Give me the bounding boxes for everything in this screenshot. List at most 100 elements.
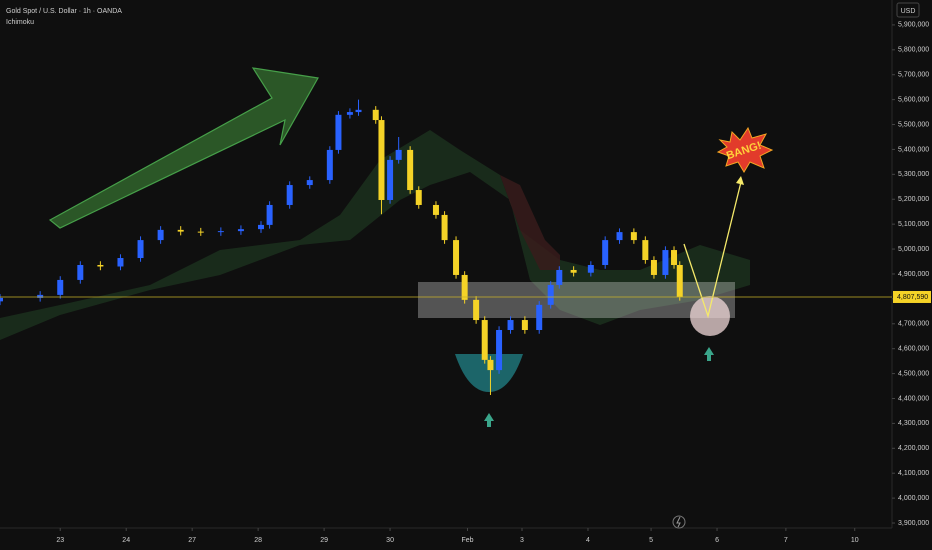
up-arrow (484, 413, 494, 427)
candle-body (602, 240, 609, 265)
candle-body (217, 231, 224, 233)
lightning-icon (672, 515, 686, 529)
candle-body (630, 232, 637, 241)
candle-body (453, 240, 460, 275)
candle-body (306, 180, 313, 186)
y-tick-label: 5,400,000 (898, 146, 929, 153)
y-tick-label: 5,900,000 (898, 22, 929, 29)
indicator-name: Ichimoku (6, 19, 34, 26)
currency: USD (901, 8, 916, 15)
target-circle (690, 296, 730, 336)
candle-body (616, 232, 623, 241)
candle-body (378, 120, 385, 200)
lightning-bolt (676, 516, 681, 528)
y-tick-label: 4,600,000 (898, 346, 929, 353)
candle-body (487, 359, 494, 371)
y-tick-label: 5,800,000 (898, 47, 929, 54)
candle-body (536, 304, 543, 330)
candle-body (473, 299, 480, 321)
candle-body (157, 229, 164, 241)
y-tick-label: 4,100,000 (898, 470, 929, 477)
candle-body (258, 224, 265, 230)
candle-body (395, 149, 402, 160)
y-tick-label: 5,500,000 (898, 121, 929, 128)
ichimoku-cloud (0, 130, 750, 340)
y-tick-label: 4,300,000 (898, 420, 929, 427)
candle-body (441, 214, 448, 241)
candle-body (662, 250, 669, 275)
y-tick-label: 4,200,000 (898, 445, 929, 452)
trend-arrow (48, 67, 319, 229)
x-tick-label: 6 (715, 537, 719, 544)
bang-burst (716, 126, 774, 173)
y-tick-label: 4,500,000 (898, 370, 929, 377)
y-tick-label: 3,900,000 (898, 520, 929, 527)
x-tick-label: 28 (254, 537, 262, 544)
y-tick-label: 5,300,000 (898, 171, 929, 178)
candle-body (286, 185, 293, 205)
y-tick-label: 4,000,000 (898, 495, 929, 502)
candle-body (507, 320, 514, 330)
candle-body (37, 294, 44, 298)
x-tick-label: 23 (56, 537, 64, 544)
bowl (455, 354, 523, 392)
candle-body (676, 264, 683, 297)
candle-body (137, 240, 144, 259)
last-price-box (893, 290, 931, 303)
candle-body (197, 231, 204, 233)
candle-body (671, 250, 678, 265)
x-tick-label: Feb (461, 537, 473, 544)
candle-body (57, 279, 64, 295)
candle-body (556, 269, 563, 285)
currency-box (896, 2, 920, 18)
candle-body (326, 149, 333, 181)
candle-body (650, 260, 657, 275)
projection-head (736, 176, 744, 185)
candle-body (335, 114, 342, 150)
candle-body (415, 190, 422, 205)
x-tick-label: 5 (649, 537, 653, 544)
candle-body (570, 269, 577, 273)
candle-body (346, 112, 353, 115)
y-tick-label: 5,000,000 (898, 246, 929, 253)
candle-body (432, 204, 439, 215)
chart-title: Gold Spot / U.S. Dollar · 1h · OANDA (6, 8, 122, 15)
y-tick-label: 4,400,000 (898, 395, 929, 402)
x-tick-label: 3 (520, 537, 524, 544)
candle-body (177, 229, 184, 232)
x-tick-label: 30 (386, 537, 394, 544)
candle-body (355, 109, 362, 113)
candle-body (481, 320, 488, 360)
candle-body (266, 204, 273, 225)
candle-body (0, 297, 3, 302)
candle-body (97, 264, 104, 267)
candle-body (77, 264, 84, 280)
candle-body (372, 109, 379, 121)
y-tick-label: 5,200,000 (898, 196, 929, 203)
plot: 3,900,000 4,000,000 4,100,000 4,200,000 4,30… (0, 22, 931, 544)
candle-body (521, 320, 528, 330)
x-tick-label: 7 (784, 537, 788, 544)
candle-body (387, 159, 394, 200)
x-tick-label: 10 (851, 537, 859, 544)
y-tick-label: 5,600,000 (898, 96, 929, 103)
x-tick-label: 27 (188, 537, 196, 544)
candle-body (547, 284, 554, 305)
x-tick-label: 29 (320, 537, 328, 544)
projection (683, 181, 742, 319)
candle-body (642, 240, 649, 261)
y-tick-label: 4,900,000 (898, 271, 929, 278)
x-tick-label: 24 (122, 537, 130, 544)
ichimoku-cloud-red (500, 175, 560, 270)
x-tick-label: 4 (586, 537, 590, 544)
candle-body (117, 258, 124, 267)
y-tick-label: 5,700,000 (898, 72, 929, 79)
up-arrow (704, 347, 714, 361)
y-tick-label: 5,100,000 (898, 221, 929, 228)
candle-body (496, 330, 503, 371)
last-price-label: 4,807,590 (897, 294, 928, 301)
candle-body (461, 274, 468, 300)
candle-body (237, 229, 244, 232)
